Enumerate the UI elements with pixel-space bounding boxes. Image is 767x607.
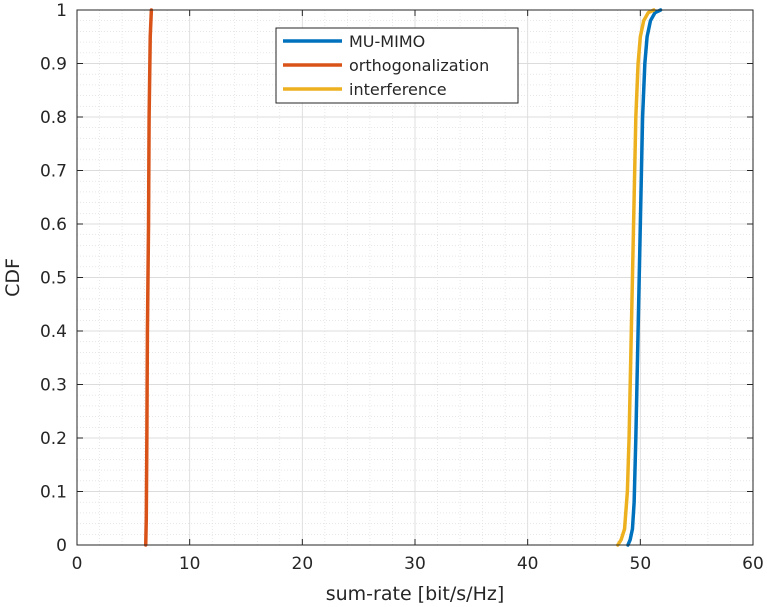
y-tick-label: 0.4: [40, 322, 67, 342]
legend-label-orthogonalization: orthogonalization: [349, 56, 489, 75]
data-point-mu-mimo: [636, 356, 639, 359]
y-tick-label: 0.2: [40, 429, 67, 449]
legend-label-interference: interference: [349, 80, 447, 99]
data-point-mu-mimo: [638, 276, 641, 279]
x-tick-label: 10: [179, 554, 201, 574]
data-point-mu-mimo: [640, 196, 642, 199]
x-tick-label: 30: [404, 554, 426, 574]
tick-marks: [76, 9, 754, 546]
y-tick-label: 0.1: [40, 483, 67, 503]
data-point-orthogonalization: [146, 437, 148, 439]
x-tick-label: 50: [630, 554, 652, 574]
data-point-orthogonalization: [149, 35, 152, 38]
data-point-mu-mimo: [654, 11, 656, 14]
data-point-interference: [629, 356, 632, 359]
series-layer: [143, 8, 663, 547]
legend-label-mu-mimo: MU-MIMO: [349, 32, 425, 51]
x-tick-label: 20: [292, 554, 314, 574]
data-point-mu-mimo: [633, 501, 635, 504]
x-axis-label: sum-rate [bit/s/Hz]: [326, 583, 505, 605]
data-point-interference: [626, 490, 629, 493]
data-point-interference: [631, 276, 634, 279]
data-point-interference: [628, 437, 630, 439]
y-tick-labels: 0 0.1 0.2 0.3 0.4 0.5 0.6 0.7 0.8 0.9 1: [40, 1, 67, 556]
y-tick-label: 0.9: [40, 55, 67, 75]
series-line-interference: [616, 8, 656, 547]
data-point-mu-mimo: [629, 538, 631, 541]
data-point-orthogonalization: [145, 517, 148, 520]
data-point-interference: [635, 116, 637, 118]
y-tick-label: 0.8: [40, 108, 67, 128]
y-tick-label: 0.6: [40, 215, 67, 235]
data-point-interference: [620, 538, 622, 541]
data-point-mu-mimo: [631, 528, 634, 530]
legend: MU-MIMO orthogonalization interference: [275, 27, 519, 104]
y-tick-label: 0.5: [40, 269, 67, 289]
data-point-mu-mimo: [635, 437, 637, 439]
x-tick-label: 40: [517, 554, 539, 574]
x-tick-labels: 0 10 20 30 40 50 60: [72, 554, 764, 574]
data-point-orthogonalization: [147, 223, 150, 225]
x-tick-label: 60: [742, 554, 764, 574]
data-point-orthogonalization: [148, 116, 150, 118]
y-tick-label: 1: [56, 1, 67, 21]
data-point-interference: [642, 19, 645, 22]
data-point-mu-mimo: [649, 19, 652, 22]
data-point-interference: [633, 196, 635, 199]
y-tick-label: 0.7: [40, 162, 67, 182]
data-point-orthogonalization: [147, 276, 149, 279]
data-point-mu-mimo: [644, 62, 646, 65]
data-point-mu-mimo: [646, 35, 648, 38]
y-tick-label: 0.3: [40, 376, 67, 396]
data-point-interference: [647, 11, 650, 14]
y-tick-label: 0: [56, 536, 67, 556]
data-point-mu-mimo: [641, 116, 644, 118]
series-line-mu-mimo: [626, 8, 663, 547]
data-point-interference: [639, 35, 642, 38]
data-point-orthogonalization: [146, 330, 149, 332]
y-axis-label: CDF: [2, 258, 24, 297]
data-point-interference: [637, 62, 639, 65]
x-tick-label: 0: [72, 554, 83, 574]
data-point-interference: [623, 528, 626, 530]
